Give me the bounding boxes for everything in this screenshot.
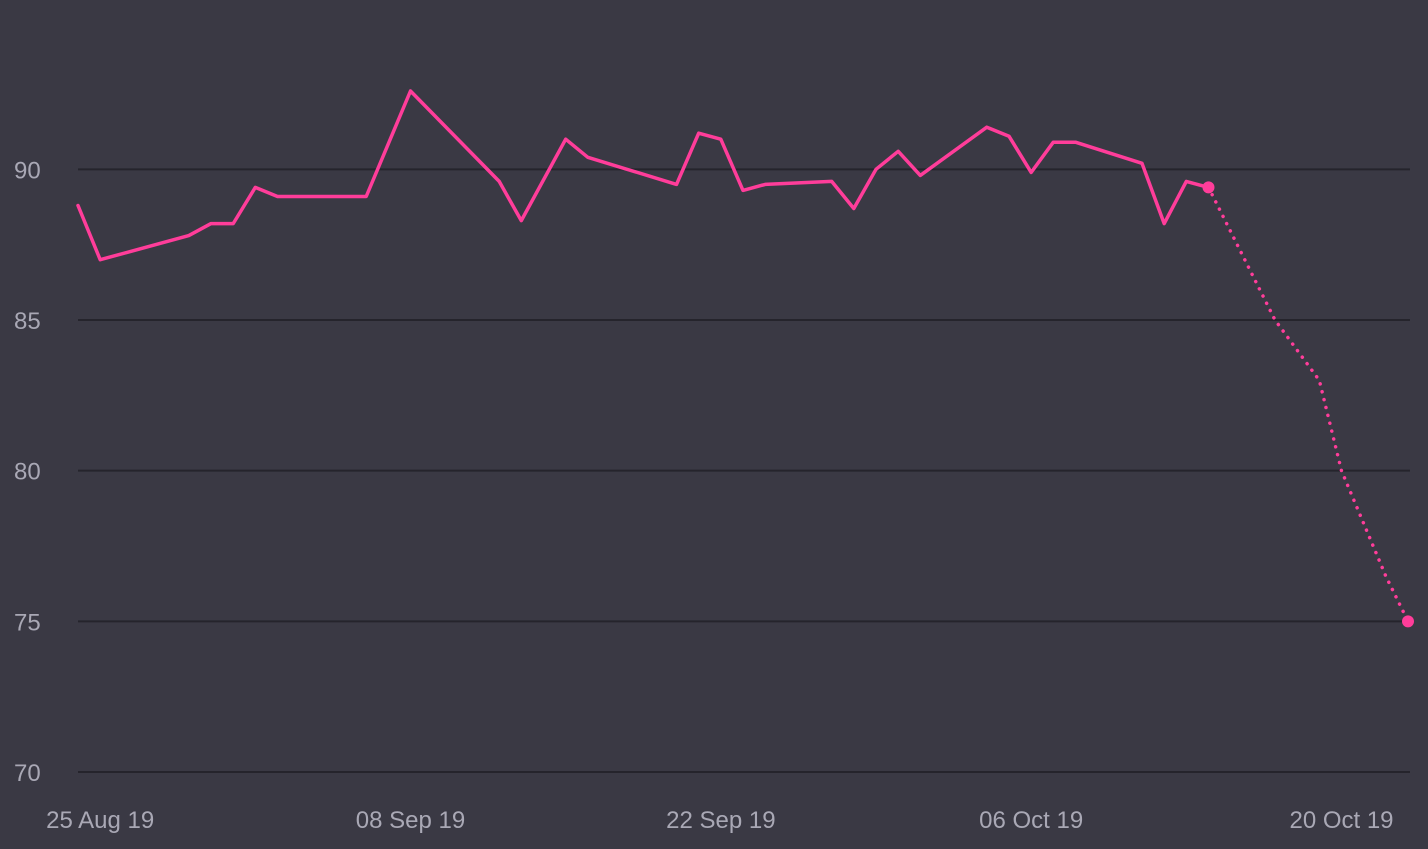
series-layer	[76, 89, 1410, 624]
forecast-line	[1206, 185, 1410, 624]
y-axis-ticks: 70 75 80 85 90	[14, 157, 41, 787]
x-tick-label: 06 Oct 19	[979, 807, 1083, 834]
end-point-marker	[1202, 181, 1215, 194]
y-tick-label: 80	[14, 459, 41, 486]
x-tick-label: 25 Aug 19	[46, 807, 154, 834]
point-markers	[1202, 181, 1414, 628]
end-point-marker	[1402, 615, 1414, 628]
grid-lines	[78, 168, 1410, 773]
x-tick-label: 20 Oct 19	[1289, 807, 1393, 834]
y-tick-label: 75	[14, 609, 41, 636]
x-axis-ticks: 25 Aug 19 08 Sep 19 22 Sep 19 06 Oct 19 20 O…	[46, 807, 1393, 834]
y-tick-label: 70	[14, 760, 41, 787]
series-line	[76, 89, 1211, 262]
x-tick-label: 22 Sep 19	[666, 807, 775, 834]
y-tick-label: 90	[14, 157, 41, 184]
x-tick-label: 08 Sep 19	[356, 807, 465, 834]
y-tick-label: 85	[14, 308, 41, 335]
